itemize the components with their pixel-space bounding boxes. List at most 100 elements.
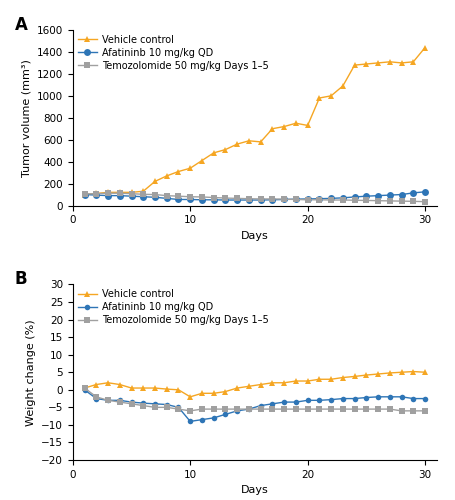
Temozolomide 50 mg/kg Days 1–5 xyxy=(410,198,416,204)
Temozolomide 50 mg/kg Days 1–5 xyxy=(399,408,404,414)
Temozolomide 50 mg/kg Days 1–5 xyxy=(222,406,228,412)
Afatininb 10 mg/kg QD xyxy=(422,189,428,195)
Afatininb 10 mg/kg QD xyxy=(305,398,310,404)
Afatininb 10 mg/kg QD xyxy=(117,398,122,404)
Temozolomide 50 mg/kg Days 1–5 xyxy=(352,197,357,203)
Temozolomide 50 mg/kg Days 1–5 xyxy=(129,190,134,196)
Temozolomide 50 mg/kg Days 1–5 xyxy=(329,197,334,203)
Vehicle control xyxy=(117,190,122,196)
Afatininb 10 mg/kg QD xyxy=(352,396,357,402)
Temozolomide 50 mg/kg Days 1–5 xyxy=(282,196,287,202)
Vehicle control xyxy=(375,60,381,66)
Afatininb 10 mg/kg QD xyxy=(352,194,357,200)
Afatininb 10 mg/kg QD xyxy=(364,394,369,400)
Legend: Vehicle control, Afatininb 10 mg/kg QD, Temozolomide 50 mg/kg Days 1–5: Vehicle control, Afatininb 10 mg/kg QD, … xyxy=(78,290,269,325)
Vehicle control xyxy=(129,385,134,391)
Vehicle control xyxy=(94,190,99,196)
Temozolomide 50 mg/kg Days 1–5 xyxy=(305,406,310,412)
Temozolomide 50 mg/kg Days 1–5 xyxy=(375,406,381,412)
Vehicle control xyxy=(305,378,310,384)
Temozolomide 50 mg/kg Days 1–5 xyxy=(222,195,228,201)
Temozolomide 50 mg/kg Days 1–5 xyxy=(422,408,428,414)
Vehicle control xyxy=(199,158,205,164)
Temozolomide 50 mg/kg Days 1–5 xyxy=(352,406,357,412)
Vehicle control xyxy=(199,390,205,396)
Vehicle control xyxy=(410,59,416,65)
Vehicle control xyxy=(352,62,357,68)
Vehicle control xyxy=(387,370,393,376)
Line: Temozolomide 50 mg/kg Days 1–5: Temozolomide 50 mg/kg Days 1–5 xyxy=(81,190,429,205)
Vehicle control xyxy=(317,95,322,101)
Vehicle control xyxy=(187,394,193,400)
Temozolomide 50 mg/kg Days 1–5 xyxy=(317,406,322,412)
Vehicle control xyxy=(364,372,369,378)
Afatininb 10 mg/kg QD xyxy=(94,192,99,198)
Afatininb 10 mg/kg QD xyxy=(82,192,87,198)
Line: Temozolomide 50 mg/kg Days 1–5: Temozolomide 50 mg/kg Days 1–5 xyxy=(82,386,428,413)
Vehicle control xyxy=(187,165,193,171)
Temozolomide 50 mg/kg Days 1–5 xyxy=(94,190,99,196)
Temozolomide 50 mg/kg Days 1–5 xyxy=(340,406,346,412)
Afatininb 10 mg/kg QD xyxy=(94,396,99,402)
Temozolomide 50 mg/kg Days 1–5 xyxy=(293,196,298,202)
Temozolomide 50 mg/kg Days 1–5 xyxy=(399,198,404,204)
Temozolomide 50 mg/kg Days 1–5 xyxy=(199,406,205,412)
Temozolomide 50 mg/kg Days 1–5 xyxy=(82,191,87,197)
Temozolomide 50 mg/kg Days 1–5 xyxy=(141,192,146,198)
Temozolomide 50 mg/kg Days 1–5 xyxy=(187,194,193,200)
Afatininb 10 mg/kg QD xyxy=(176,196,181,202)
Temozolomide 50 mg/kg Days 1–5 xyxy=(375,198,381,203)
Afatininb 10 mg/kg QD xyxy=(282,399,287,405)
Afatininb 10 mg/kg QD xyxy=(293,399,298,405)
Vehicle control xyxy=(164,173,169,179)
Temozolomide 50 mg/kg Days 1–5 xyxy=(176,193,181,199)
Vehicle control xyxy=(152,385,158,391)
Temozolomide 50 mg/kg Days 1–5 xyxy=(329,406,334,412)
Temozolomide 50 mg/kg Days 1–5 xyxy=(105,190,111,196)
Temozolomide 50 mg/kg Days 1–5 xyxy=(246,196,252,202)
Vehicle control xyxy=(399,60,404,66)
Line: Afatininb 10 mg/kg QD: Afatininb 10 mg/kg QD xyxy=(81,188,429,204)
Afatininb 10 mg/kg QD xyxy=(164,402,169,407)
Vehicle control xyxy=(234,141,240,147)
Afatininb 10 mg/kg QD xyxy=(164,196,169,202)
Vehicle control xyxy=(176,387,181,393)
Temozolomide 50 mg/kg Days 1–5 xyxy=(340,197,346,203)
Temozolomide 50 mg/kg Days 1–5 xyxy=(387,406,393,412)
Afatininb 10 mg/kg QD xyxy=(329,396,334,402)
Temozolomide 50 mg/kg Days 1–5 xyxy=(293,406,298,412)
Afatininb 10 mg/kg QD xyxy=(187,418,193,424)
Temozolomide 50 mg/kg Days 1–5 xyxy=(141,402,146,408)
Afatininb 10 mg/kg QD xyxy=(270,401,275,407)
Afatininb 10 mg/kg QD xyxy=(187,196,193,202)
Temozolomide 50 mg/kg Days 1–5 xyxy=(199,194,205,200)
Vehicle control xyxy=(270,126,275,132)
Temozolomide 50 mg/kg Days 1–5 xyxy=(129,401,134,407)
Temozolomide 50 mg/kg Days 1–5 xyxy=(305,197,310,203)
Y-axis label: Weight change (%): Weight change (%) xyxy=(25,319,35,426)
Afatininb 10 mg/kg QD xyxy=(387,394,393,400)
Temozolomide 50 mg/kg Days 1–5 xyxy=(270,196,275,202)
Temozolomide 50 mg/kg Days 1–5 xyxy=(364,198,369,203)
Temozolomide 50 mg/kg Days 1–5 xyxy=(234,196,240,202)
Afatininb 10 mg/kg QD xyxy=(399,394,404,400)
Vehicle control xyxy=(282,380,287,386)
Vehicle control xyxy=(82,192,87,198)
Vehicle control xyxy=(422,44,428,51)
Afatininb 10 mg/kg QD xyxy=(234,408,240,414)
Afatininb 10 mg/kg QD xyxy=(270,197,275,203)
Afatininb 10 mg/kg QD xyxy=(410,190,416,196)
Afatininb 10 mg/kg QD xyxy=(317,398,322,404)
Afatininb 10 mg/kg QD xyxy=(105,192,111,198)
Vehicle control xyxy=(105,190,111,196)
Vehicle control xyxy=(305,122,310,128)
Vehicle control xyxy=(246,138,252,144)
Vehicle control xyxy=(258,382,263,388)
Afatininb 10 mg/kg QD xyxy=(258,197,263,203)
Temozolomide 50 mg/kg Days 1–5 xyxy=(258,196,263,202)
Vehicle control xyxy=(364,61,369,67)
Temozolomide 50 mg/kg Days 1–5 xyxy=(117,190,122,196)
Afatininb 10 mg/kg QD xyxy=(329,196,334,202)
Vehicle control xyxy=(234,385,240,391)
Vehicle control xyxy=(152,178,158,184)
